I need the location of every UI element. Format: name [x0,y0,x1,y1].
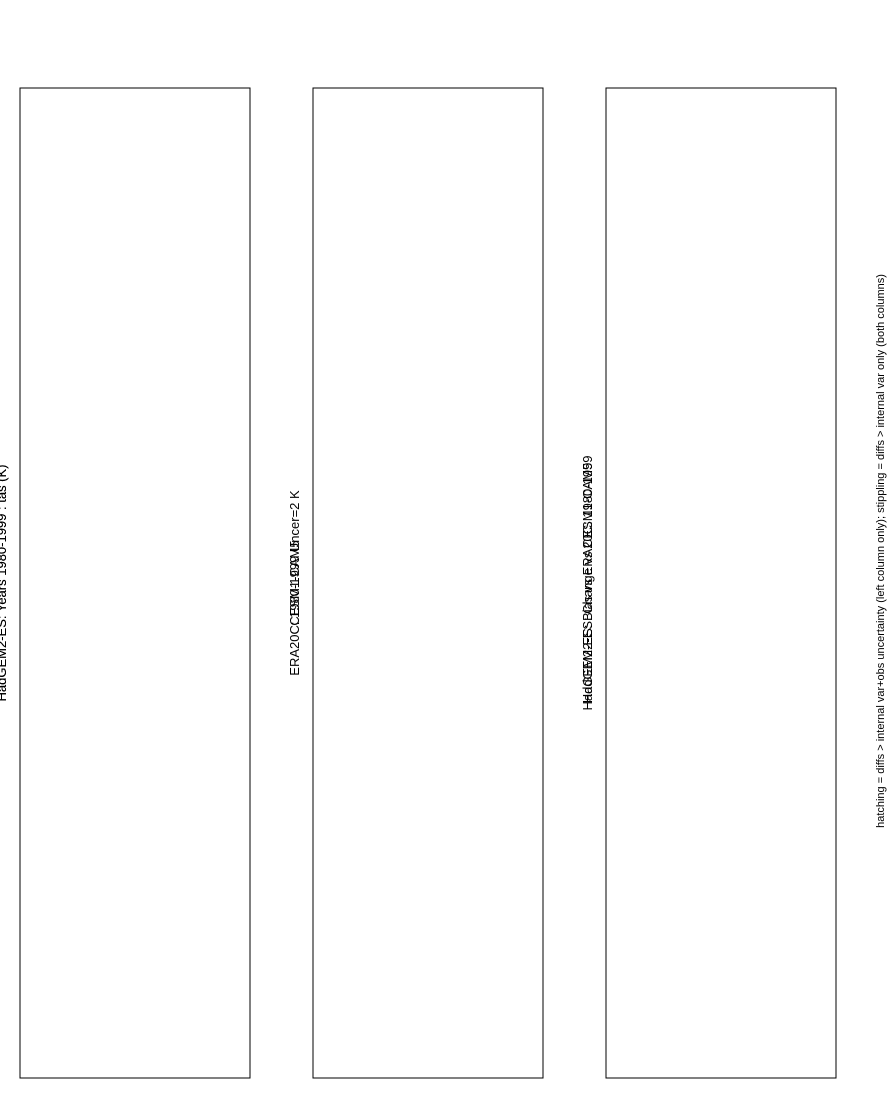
panel-middle-left: ERA20C: 1980-1999 Uncer=2 K [287,4,544,1079]
plot-frame [605,87,837,1079]
panel-title: HadGEM2-ES: Years 1980-1999 : tas (K) [0,464,9,701]
panel-bottom-left: HadGEM2-ES: Bias vs ERA20C: 1980-1999 [580,4,837,1079]
panel-title: HadGEM2-ES: Years 1980-1999 : tas (K) [0,464,9,701]
colorbar-abs [313,4,543,26]
plot-frame [19,87,251,1079]
panel-middle-right: CESM1-CAM5 [287,87,544,1079]
panel-title: HadGEM2-ES: Change vs CESM1-CAM5 [580,463,595,704]
panel-title: CESM1-CAM5 [287,540,302,625]
panel-title: HadGEM2-ES: Bias vs ERA20C: 1980-1999 [580,455,595,710]
figure-footnote: hatching = diffs > internal var+obs unce… [875,274,887,828]
plot-frame [605,87,837,1079]
colorbar-diff [606,4,836,26]
panel-bottom-right: HadGEM2-ES: Change vs CESM1-CAM5 [580,87,837,1079]
panel-top-right: HadGEM2-ES: Years 1980-1999 : tas (K) [0,87,251,1079]
plot-frame [312,87,544,1079]
plot-frame [19,87,251,1079]
panel-top-left: HadGEM2-ES: Years 1980-1999 : tas (K) [0,4,251,1079]
panel-title: ERA20C: 1980-1999 Uncer=2 K [287,490,302,676]
plot-frame [312,87,544,1079]
colorbar-abs [20,4,250,26]
